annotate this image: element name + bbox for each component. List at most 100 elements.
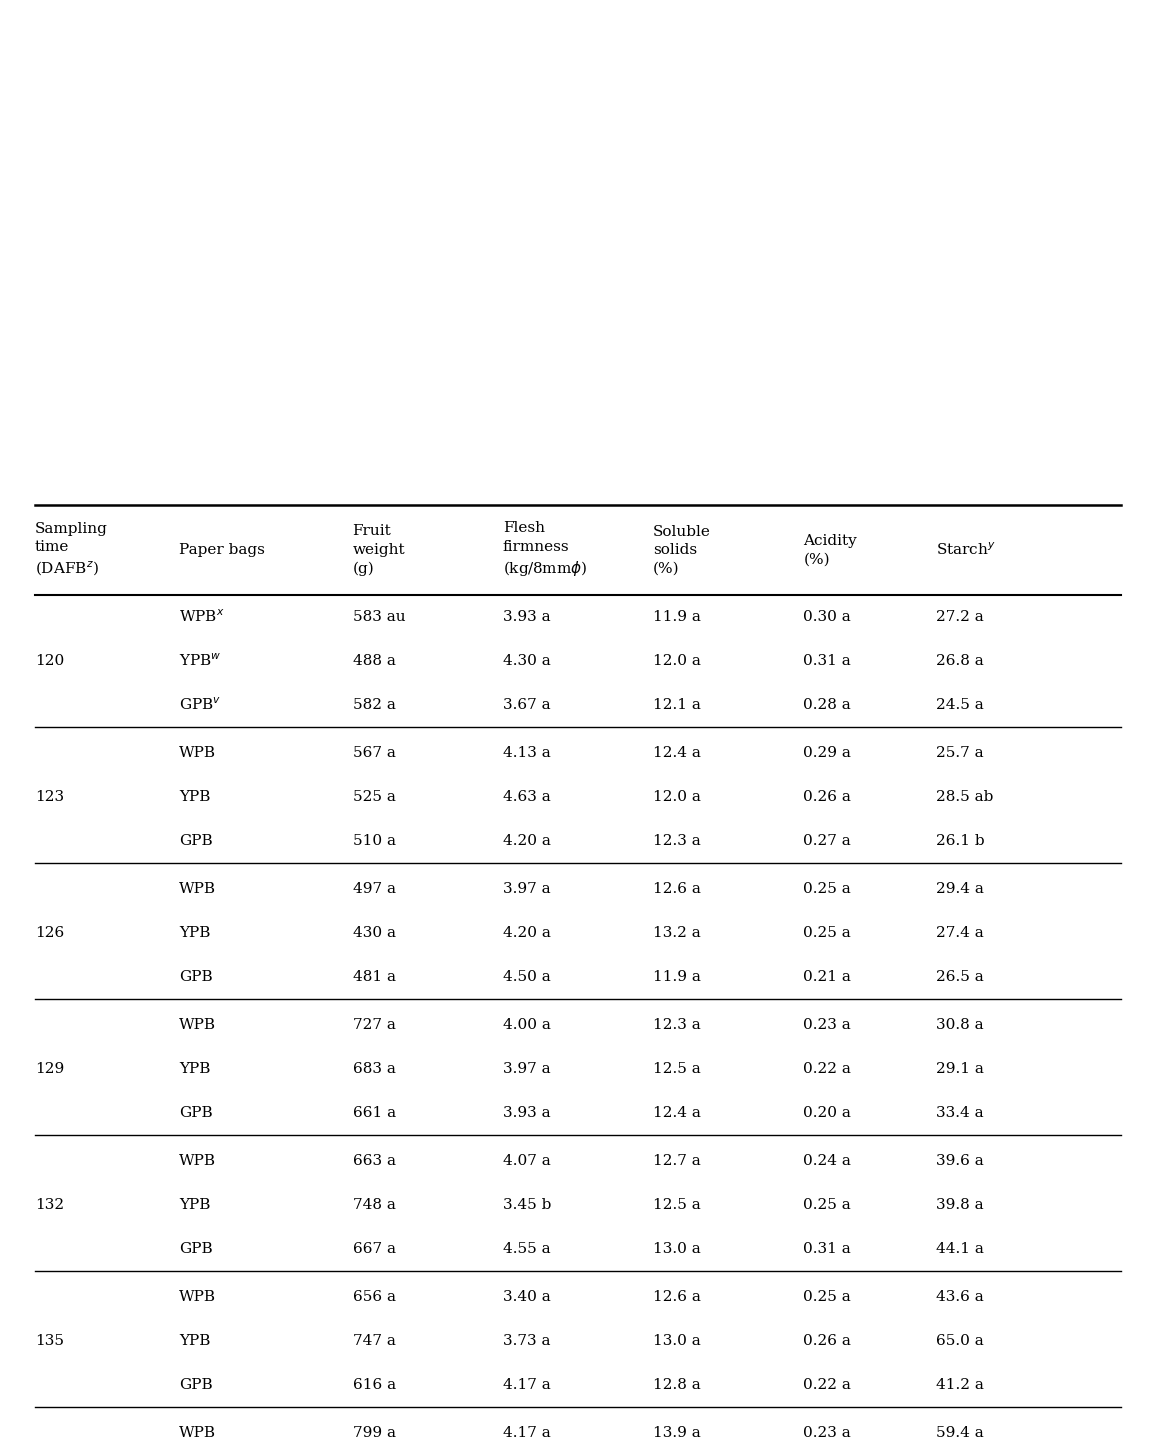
Text: 0.28 a: 0.28 a — [803, 698, 851, 712]
Text: 39.6 a: 39.6 a — [936, 1155, 984, 1168]
Text: WPB: WPB — [179, 746, 216, 760]
Text: 583 au: 583 au — [353, 610, 406, 624]
Text: 12.8 a: 12.8 a — [653, 1379, 701, 1392]
Text: 26.8 a: 26.8 a — [936, 655, 984, 668]
Text: 510 a: 510 a — [353, 834, 395, 848]
Text: 748 a: 748 a — [353, 1198, 395, 1212]
Text: 567 a: 567 a — [353, 746, 395, 760]
Text: 11.9 a: 11.9 a — [653, 970, 701, 984]
Text: 3.93 a: 3.93 a — [503, 610, 550, 624]
Text: 0.20 a: 0.20 a — [803, 1105, 851, 1120]
Text: 30.8 a: 30.8 a — [936, 1017, 984, 1032]
Text: 799 a: 799 a — [353, 1426, 395, 1441]
Text: 4.07 a: 4.07 a — [503, 1155, 550, 1168]
Text: YPB$^w$: YPB$^w$ — [179, 653, 222, 669]
Text: WPB$^x$: WPB$^x$ — [179, 608, 225, 626]
Text: 26.1 b: 26.1 b — [936, 834, 985, 848]
Text: 582 a: 582 a — [353, 698, 395, 712]
Text: 28.5 ab: 28.5 ab — [936, 790, 994, 803]
Text: 33.4 a: 33.4 a — [936, 1105, 984, 1120]
Text: 126: 126 — [35, 926, 64, 941]
Text: 59.4 a: 59.4 a — [936, 1426, 984, 1441]
Text: 4.00 a: 4.00 a — [503, 1017, 550, 1032]
Text: 4.20 a: 4.20 a — [503, 926, 550, 941]
Text: Acidity
(%): Acidity (%) — [803, 533, 857, 566]
Text: 24.5 a: 24.5 a — [936, 698, 984, 712]
Text: 12.0 a: 12.0 a — [653, 655, 701, 668]
Text: 3.73 a: 3.73 a — [503, 1334, 550, 1348]
Text: 27.2 a: 27.2 a — [936, 610, 984, 624]
Text: WPB: WPB — [179, 1426, 216, 1441]
Text: 65.0 a: 65.0 a — [936, 1334, 984, 1348]
Text: 132: 132 — [35, 1198, 64, 1212]
Text: Paper bags: Paper bags — [179, 543, 265, 556]
Text: Flesh
firmness
(kg/8mm$\phi$): Flesh firmness (kg/8mm$\phi$) — [503, 522, 587, 578]
Text: 135: 135 — [35, 1334, 64, 1348]
Text: 13.0 a: 13.0 a — [653, 1243, 701, 1256]
Text: 12.4 a: 12.4 a — [653, 1105, 701, 1120]
Text: 12.3 a: 12.3 a — [653, 1017, 701, 1032]
Text: 0.30 a: 0.30 a — [803, 610, 851, 624]
Text: WPB: WPB — [179, 1155, 216, 1168]
Text: 747 a: 747 a — [353, 1334, 395, 1348]
Text: 4.20 a: 4.20 a — [503, 834, 550, 848]
Text: Starch$^y$: Starch$^y$ — [936, 542, 996, 558]
Text: 0.31 a: 0.31 a — [803, 1243, 851, 1256]
Text: 0.25 a: 0.25 a — [803, 1198, 851, 1212]
Text: WPB: WPB — [179, 1290, 216, 1303]
Text: 4.17 a: 4.17 a — [503, 1426, 550, 1441]
Text: GPB: GPB — [179, 1379, 213, 1392]
Text: YPB: YPB — [179, 1062, 210, 1077]
Text: 0.22 a: 0.22 a — [803, 1379, 851, 1392]
Text: 13.2 a: 13.2 a — [653, 926, 701, 941]
Text: 12.6 a: 12.6 a — [653, 1290, 701, 1303]
Text: 41.2 a: 41.2 a — [936, 1379, 984, 1392]
Text: GPB: GPB — [179, 1243, 213, 1256]
Text: YPB: YPB — [179, 1334, 210, 1348]
Text: 3.67 a: 3.67 a — [503, 698, 550, 712]
Text: 0.26 a: 0.26 a — [803, 1334, 851, 1348]
Text: GPB$^v$: GPB$^v$ — [179, 696, 222, 714]
Text: 26.5 a: 26.5 a — [936, 970, 984, 984]
Text: WPB: WPB — [179, 1017, 216, 1032]
Text: Fruit
weight
(g): Fruit weight (g) — [353, 525, 406, 575]
Text: 29.4 a: 29.4 a — [936, 881, 984, 896]
Text: 13.9 a: 13.9 a — [653, 1426, 701, 1441]
Text: 0.29 a: 0.29 a — [803, 746, 851, 760]
Text: 0.24 a: 0.24 a — [803, 1155, 851, 1168]
Text: 3.93 a: 3.93 a — [503, 1105, 550, 1120]
Text: 616 a: 616 a — [353, 1379, 395, 1392]
Text: 44.1 a: 44.1 a — [936, 1243, 984, 1256]
Text: 0.26 a: 0.26 a — [803, 790, 851, 803]
Text: 0.25 a: 0.25 a — [803, 881, 851, 896]
Text: 12.7 a: 12.7 a — [653, 1155, 701, 1168]
Text: 12.1 a: 12.1 a — [653, 698, 701, 712]
Text: 656 a: 656 a — [353, 1290, 395, 1303]
Text: 3.97 a: 3.97 a — [503, 1062, 550, 1077]
Text: YPB: YPB — [179, 790, 210, 803]
Text: 0.23 a: 0.23 a — [803, 1426, 851, 1441]
Text: 497 a: 497 a — [353, 881, 395, 896]
Text: 667 a: 667 a — [353, 1243, 395, 1256]
Text: 0.31 a: 0.31 a — [803, 655, 851, 668]
Text: Soluble
solids
(%): Soluble solids (%) — [653, 525, 711, 575]
Text: 683 a: 683 a — [353, 1062, 395, 1077]
Text: 39.8 a: 39.8 a — [936, 1198, 984, 1212]
Text: GPB: GPB — [179, 970, 213, 984]
Text: YPB: YPB — [179, 926, 210, 941]
Text: 663 a: 663 a — [353, 1155, 395, 1168]
Text: 13.0 a: 13.0 a — [653, 1334, 701, 1348]
Text: 123: 123 — [35, 790, 64, 803]
Text: 3.97 a: 3.97 a — [503, 881, 550, 896]
Text: 12.0 a: 12.0 a — [653, 790, 701, 803]
Text: 129: 129 — [35, 1062, 64, 1077]
Text: 0.22 a: 0.22 a — [803, 1062, 851, 1077]
Text: 4.50 a: 4.50 a — [503, 970, 550, 984]
Text: Sampling
time
(DAFB$^z$): Sampling time (DAFB$^z$) — [35, 522, 108, 578]
Text: 3.40 a: 3.40 a — [503, 1290, 550, 1303]
Text: 4.30 a: 4.30 a — [503, 655, 550, 668]
Text: WPB: WPB — [179, 881, 216, 896]
Text: 0.21 a: 0.21 a — [803, 970, 851, 984]
Text: 4.55 a: 4.55 a — [503, 1243, 550, 1256]
Text: 12.3 a: 12.3 a — [653, 834, 701, 848]
